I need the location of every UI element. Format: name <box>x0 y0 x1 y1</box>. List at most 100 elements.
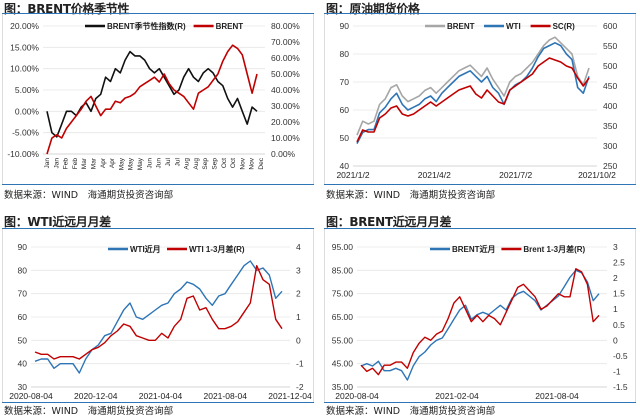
y-right-tick: 2 <box>296 289 301 299</box>
plot-area: 20.00% 15.00% 10.00% 5.00% 0.00% -5.00% -10.00… <box>2 14 314 184</box>
x-tick: 2020-12-04 <box>74 391 118 401</box>
x-tick: May <box>128 157 135 170</box>
y-right-tick: 450 <box>603 81 617 91</box>
chart-svg: 95.00 85.00 75.00 65.00 55.00 45.00 35.00 3 2.5 2… <box>332 242 628 401</box>
x-tick: 2020-08-04 <box>9 391 53 401</box>
y-left-tick: 80 <box>18 265 28 275</box>
y-right-tick: 50.00% <box>271 69 300 79</box>
title-rule <box>2 228 314 229</box>
bottom-rule <box>324 184 636 185</box>
y-left-tick: -10.00% <box>7 149 39 159</box>
title-rule <box>324 13 636 14</box>
legend-label: WTI <box>506 22 521 31</box>
x-tick: 2021-02-04 <box>435 391 479 401</box>
x-tick: Jan <box>44 158 51 169</box>
x-tick: 2021-04-04 <box>139 391 183 401</box>
x-tick: Nov <box>239 157 246 169</box>
legend-label: BRENT近月 <box>452 244 496 254</box>
x-tick: Sep <box>202 158 209 170</box>
chart-title: 图：原油期货价格 <box>326 2 420 16</box>
y-right-tick: 600 <box>603 21 617 31</box>
y-right-tick: -1 <box>613 366 621 376</box>
x-tick: Apr <box>109 157 116 168</box>
y-right-tick: -1 <box>296 359 304 369</box>
source-note: 数据来源：WIND 海通期货投资咨询部 <box>4 406 174 417</box>
y-right-tick: 30.00% <box>271 101 300 111</box>
y-right-tick: 1.5 <box>613 289 625 299</box>
y-right-tick: 1 <box>613 304 618 314</box>
x-tick: 2021/7/2 <box>499 170 532 180</box>
y-right-tick: 250 <box>603 161 617 171</box>
source-note: 数据来源：WIND 海通期货投资咨询部 <box>4 190 174 201</box>
y-right-tick: 0.5 <box>613 320 625 330</box>
x-tick: Jan <box>53 158 60 169</box>
x-tick: 2021/10/2 <box>578 170 616 180</box>
plot-area: 90 80 70 60 50 40 600 550 500 450 400 350 300 250 2021… <box>324 14 636 184</box>
y-right-tick: 500 <box>603 61 617 71</box>
series-line <box>356 36 590 136</box>
y-right-tick: -0.5 <box>613 351 628 361</box>
x-tick: Mar <box>91 157 98 169</box>
x-tick: May <box>118 157 125 170</box>
series-line <box>360 268 600 376</box>
y-left-tick: 20.00% <box>10 21 39 31</box>
x-tick: Jun <box>146 158 153 169</box>
y-left-tick: 40 <box>18 359 28 369</box>
y-left-tick: 85.00 <box>332 265 354 275</box>
y-left-tick: 5.00% <box>15 85 40 95</box>
legend-label: WTI近月 <box>130 244 161 254</box>
legend-label: BRENT季节性指数(R) <box>107 21 186 31</box>
chart-title: 图：BRENT近远月月差 <box>326 215 452 229</box>
y-left-tick: 80 <box>340 49 350 59</box>
x-tick: Jul <box>174 157 181 166</box>
x-tick: 2020-08-04 <box>335 391 379 401</box>
source-note: 数据来源：WIND 海通期货投资咨询部 <box>326 190 496 201</box>
y-left-tick: 40 <box>340 161 350 171</box>
chart-title: 图：BRENT价格季节性 <box>4 2 130 16</box>
bottom-rule <box>2 402 314 403</box>
y-right-tick: 3 <box>296 265 301 275</box>
chart-title: 图：WTI近远月月差 <box>4 215 111 229</box>
x-tick: Dec <box>258 157 265 169</box>
y-left-tick: 35.00 <box>332 382 354 392</box>
x-tick: 2021-12-04 <box>268 391 312 401</box>
y-right-tick: 10.00% <box>271 133 300 143</box>
y-left-tick: 95.00 <box>332 242 354 252</box>
y-left-tick: 60 <box>18 312 28 322</box>
y-left-tick: 30 <box>18 382 28 392</box>
y-left-tick: 90 <box>18 242 28 252</box>
panel-brent-seasonality: 图：BRENT价格季节性 20.00% 15.00% 10.00% 5.00% 0.00… <box>0 0 316 201</box>
legend-label: SC(R) <box>553 22 576 31</box>
y-right-tick: -2 <box>296 382 304 392</box>
chart-svg: 20.00% 15.00% 10.00% 5.00% 0.00% -5.00% -10.00… <box>7 21 300 170</box>
legend-label: BRENT <box>216 22 244 31</box>
legend-label: WTI 1-3月差(R) <box>189 244 245 254</box>
x-tick: Mar <box>81 157 88 169</box>
y-right-tick: 60.00% <box>271 53 300 63</box>
series-line <box>356 41 590 144</box>
panel-crude-futures: 图：原油期货价格 90 80 70 60 50 40 600 550 500 450 400 350 3… <box>322 0 638 201</box>
panel-wti-spread: 图：WTI近远月月差 90 80 70 60 50 40 30 4 3 2 1 0 -1 -2 2020-0… <box>0 213 316 417</box>
x-tick: Feb <box>63 158 70 170</box>
series-line <box>46 50 258 138</box>
y-right-tick: 70.00% <box>271 37 300 47</box>
y-right-tick: 80.00% <box>271 21 300 31</box>
y-left-tick: 60 <box>340 105 350 115</box>
series-line <box>34 265 283 360</box>
y-right-tick: 300 <box>603 141 617 151</box>
x-tick: Oct <box>230 158 237 168</box>
x-tick: May <box>137 157 144 170</box>
x-tick: 2021/1/2 <box>336 170 369 180</box>
y-left-tick: 55.00 <box>332 335 354 345</box>
x-tick: 2021-08-04 <box>204 391 248 401</box>
title-rule <box>324 228 636 229</box>
chart-svg: 90 80 70 60 50 40 30 4 3 2 1 0 -1 -2 2020-08-04 2020-12… <box>9 242 312 401</box>
series-line <box>356 57 590 143</box>
y-right-tick: 550 <box>603 41 617 51</box>
x-tick: 2021/4/2 <box>418 170 451 180</box>
y-left-tick: 90 <box>340 21 350 31</box>
x-tick: Aug <box>193 158 200 170</box>
panel-brent-spread: 图：BRENT近远月月差 95.00 85.00 75.00 65.00 55.00 45… <box>322 213 638 417</box>
y-right-tick: -1.5 <box>613 382 628 392</box>
x-tick: 2021-08-04 <box>535 391 579 401</box>
